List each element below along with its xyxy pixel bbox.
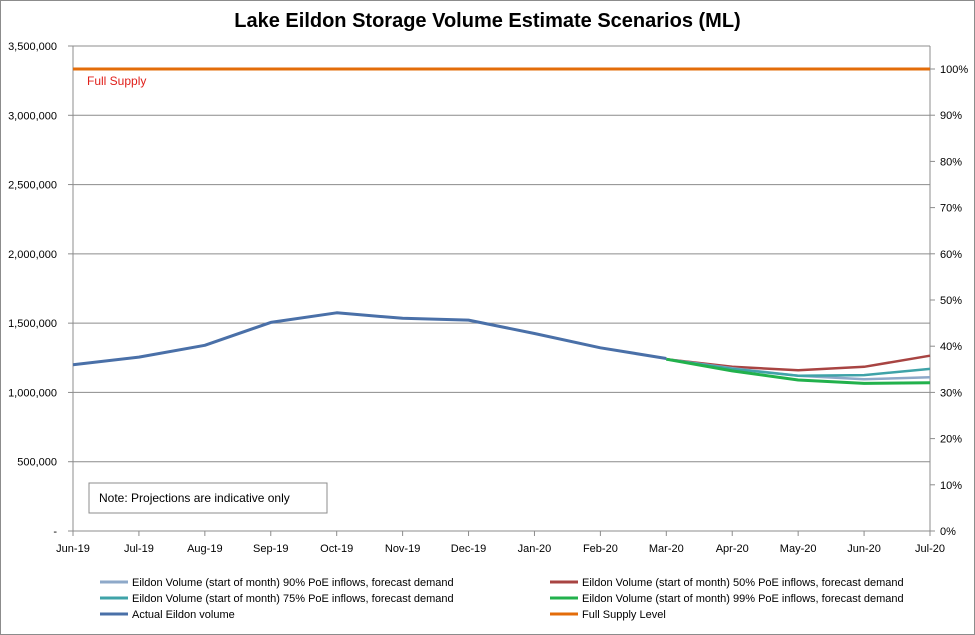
y2-tick-label: 90% <box>940 110 962 122</box>
chart-title: Lake Eildon Storage Volume Estimate Scen… <box>234 10 741 32</box>
legend-entry: Eildon Volume (start of month) 99% PoE i… <box>582 593 904 605</box>
y2-tick-label: 50% <box>940 295 962 307</box>
y2-tick-label: 100% <box>940 64 968 76</box>
x-tick-label: Oct-19 <box>320 543 353 555</box>
x-tick-label: Jun-20 <box>847 543 881 555</box>
note-box <box>88 482 328 514</box>
x-tick-label: Feb-20 <box>583 543 618 555</box>
x-tick-label: May-20 <box>780 543 817 555</box>
y-tick-label: 1,500,000 <box>8 318 57 330</box>
y2-tick-label: 60% <box>940 249 962 261</box>
y2-tick-label: 0% <box>940 526 956 538</box>
y-tick-label: 2,500,000 <box>8 180 57 192</box>
y2-tick-label: 40% <box>940 341 962 353</box>
series-line <box>666 357 931 385</box>
y2-tick-label: 10% <box>940 480 962 492</box>
y2-tick-label: 70% <box>940 203 962 215</box>
legend-entry: Actual Eildon volume <box>132 609 235 621</box>
legend-entry: Eildon Volume (start of month) 90% PoE i… <box>132 577 454 589</box>
y-tick-label: - <box>53 526 57 538</box>
legend-entry: Eildon Volume (start of month) 50% PoE i… <box>582 577 904 589</box>
gridlines <box>73 45 930 463</box>
y2-tick-label: 20% <box>940 434 962 446</box>
tick-labels: - 500,000 1,000,000 1,500,000 2,000,000 2,500… <box>8 41 968 555</box>
y2-tick-label: 30% <box>940 387 962 399</box>
x-tick-label: Aug-19 <box>187 543 222 555</box>
x-tick-label: Jan-20 <box>518 543 552 555</box>
y-tick-label: 1,000,000 <box>8 387 57 399</box>
x-tick-label: Mar-20 <box>649 543 684 555</box>
x-tick-label: Nov-19 <box>385 543 420 555</box>
x-tick-label: Jul-19 <box>124 543 154 555</box>
series-lines <box>72 67 931 385</box>
axes <box>68 45 935 536</box>
y-tick-label: 500,000 <box>17 457 57 469</box>
annotations: Full Supply Note: Projections are indicat… <box>87 74 328 514</box>
x-tick-label: Sep-19 <box>253 543 288 555</box>
legend: Eildon Volume (start of month) 90% PoE i… <box>100 577 904 621</box>
series-line <box>666 354 931 372</box>
full-supply-label: Full Supply <box>87 74 146 88</box>
legend-entry: Full Supply Level <box>582 609 666 621</box>
legend-entry: Eildon Volume (start of month) 75% PoE i… <box>132 593 454 605</box>
y-tick-label: 3,500,000 <box>8 41 57 53</box>
y-tick-label: 3,000,000 <box>8 110 57 122</box>
y-tick-label: 2,000,000 <box>8 249 57 261</box>
series-line <box>72 311 667 367</box>
x-tick-label: Jul-20 <box>915 543 945 555</box>
y2-tick-label: 80% <box>940 156 962 168</box>
note-text: Note: Projections are indicative only <box>99 491 290 505</box>
x-tick-label: Apr-20 <box>716 543 749 555</box>
x-tick-label: Dec-19 <box>451 543 486 555</box>
x-tick-label: Jun-19 <box>56 543 90 555</box>
